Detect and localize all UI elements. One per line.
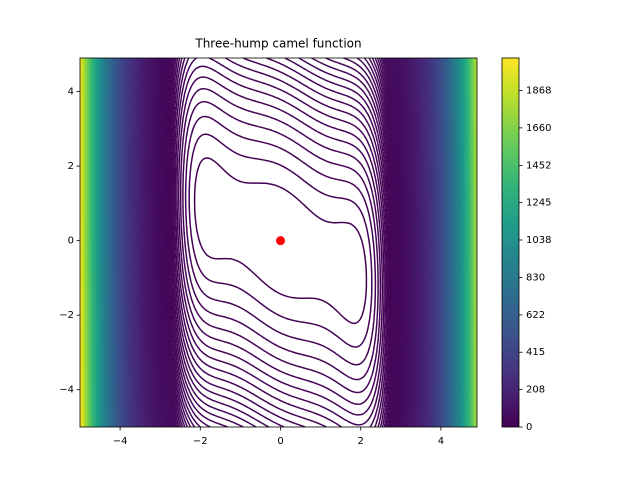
chart: Three-hump camel function −4 −2 0 2 4−4−2024…: [0, 0, 640, 480]
